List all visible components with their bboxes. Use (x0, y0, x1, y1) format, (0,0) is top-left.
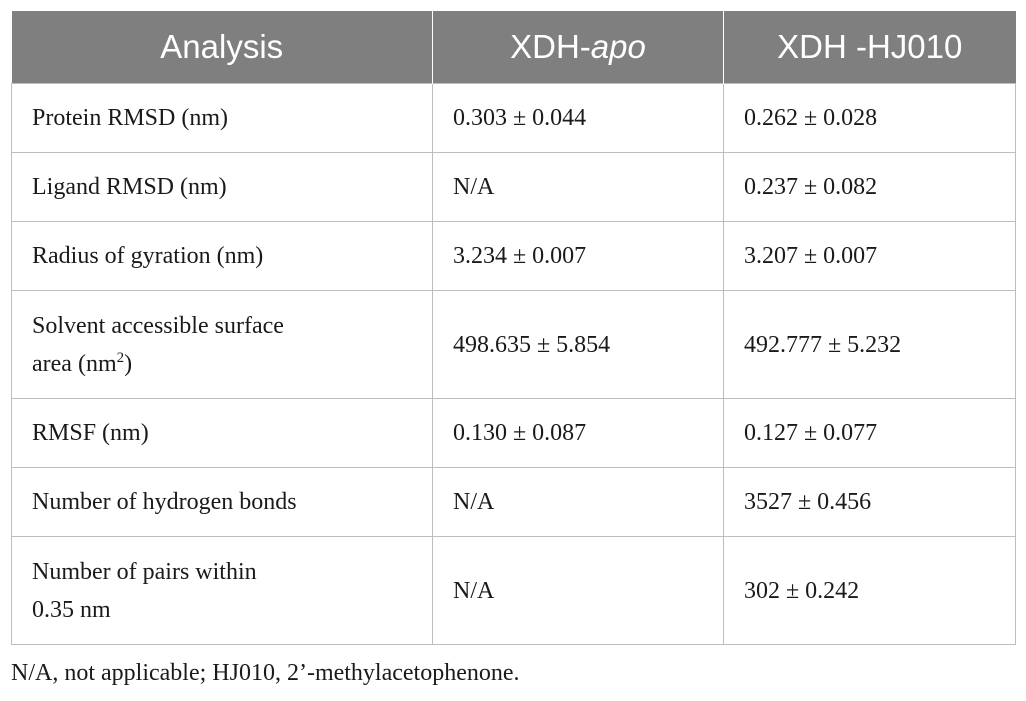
table-row: Radius of gyration (nm) 3.234 ± 0.007 3.… (11, 221, 1016, 291)
header-apo-italic: apo (590, 28, 646, 65)
apo-value: N/A (432, 536, 724, 645)
header-analysis: Analysis (11, 11, 433, 84)
apo-value: N/A (432, 467, 724, 537)
row-label: RMSF (nm) (11, 398, 433, 468)
row-label: Solvent accessible surface area (nm2) (11, 290, 433, 399)
row-label-line2-post: ) (124, 350, 133, 377)
table-row: Number of pairs within 0.35 nm N/A 302 ± … (11, 536, 1016, 645)
hj010-value: 3527 ± 0.456 (723, 467, 1016, 537)
header-row: Analysis XDH-apo XDH -HJ010 (11, 11, 1016, 84)
header-xdh-apo: XDH-apo (432, 11, 724, 84)
header-xdh-hj010: XDH -HJ010 (723, 11, 1016, 84)
apo-value: N/A (432, 152, 724, 222)
hj010-value: 492.777 ± 5.232 (723, 290, 1016, 399)
table-row: Ligand RMSD (nm) N/A 0.237 ± 0.082 (11, 152, 1016, 222)
results-table: Analysis XDH-apo XDH -HJ010 Protein RMSD… (11, 11, 1016, 645)
row-label-superscript: 2 (116, 349, 125, 366)
row-label-line1: Solvent accessible surface (32, 312, 284, 339)
table-row: Solvent accessible surface area (nm2) 498… (11, 290, 1016, 399)
table-container: Analysis XDH-apo XDH -HJ010 Protein RMSD… (11, 11, 1016, 645)
row-label: Protein RMSD (nm) (11, 83, 433, 153)
hj010-value: 0.262 ± 0.028 (723, 83, 1016, 153)
hj010-value: 302 ± 0.242 (723, 536, 1016, 645)
row-label: Radius of gyration (nm) (11, 221, 433, 291)
table-row: Protein RMSD (nm) 0.303 ± 0.044 0.262 ± … (11, 83, 1016, 153)
row-label: Number of hydrogen bonds (11, 467, 433, 537)
apo-value: 0.303 ± 0.044 (432, 83, 724, 153)
apo-value: 498.635 ± 5.854 (432, 290, 724, 399)
table-footnote: N/A, not applicable; HJ010, 2’-methylace… (11, 660, 520, 686)
hj010-value: 0.127 ± 0.077 (723, 398, 1016, 468)
apo-value: 3.234 ± 0.007 (432, 221, 724, 291)
row-label: Ligand RMSD (nm) (11, 152, 433, 222)
hj010-value: 3.207 ± 0.007 (723, 221, 1016, 291)
hj010-value: 0.237 ± 0.082 (723, 152, 1016, 222)
row-label-line2: 0.35 nm (32, 596, 111, 623)
row-label-line2-pre: area (nm (32, 350, 117, 377)
apo-value: 0.130 ± 0.087 (432, 398, 724, 468)
row-label: Number of pairs within 0.35 nm (11, 536, 433, 645)
header-apo-prefix: XDH- (510, 28, 591, 65)
table-row: RMSF (nm) 0.130 ± 0.087 0.127 ± 0.077 (11, 398, 1016, 468)
row-label-line1: Number of pairs within (32, 558, 257, 585)
table-row: Number of hydrogen bonds N/A 3527 ± 0.45… (11, 467, 1016, 537)
